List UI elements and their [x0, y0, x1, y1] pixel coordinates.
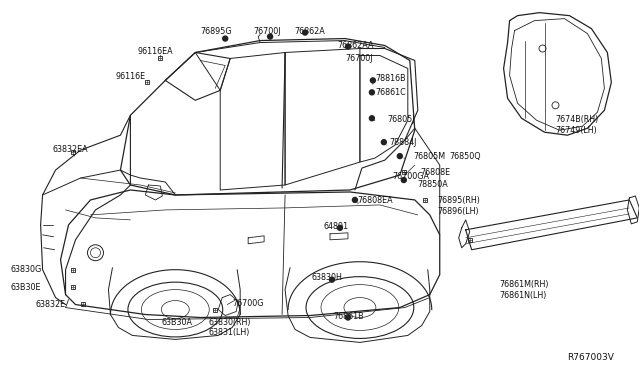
Circle shape: [223, 36, 228, 41]
Text: 76861B: 76861B: [333, 311, 364, 321]
Circle shape: [397, 154, 403, 158]
Circle shape: [353, 198, 357, 202]
Text: 76749(LH): 76749(LH): [556, 126, 597, 135]
Circle shape: [268, 34, 273, 39]
Text: 76862A: 76862A: [294, 26, 325, 36]
Bar: [213, 308, 217, 311]
Text: 63B30E: 63B30E: [11, 283, 41, 292]
Bar: [402, 170, 406, 174]
Text: 76700J: 76700J: [345, 54, 372, 64]
Text: 63830H: 63830H: [312, 273, 342, 282]
Circle shape: [371, 78, 376, 83]
Text: 96116EA: 96116EA: [138, 46, 173, 55]
Circle shape: [330, 277, 335, 282]
Text: 76861N(LH): 76861N(LH): [500, 291, 547, 299]
Text: R767003V: R767003V: [568, 353, 614, 362]
Bar: [81, 302, 84, 305]
Text: 63831(LH): 63831(LH): [208, 328, 250, 337]
Text: 78850A: 78850A: [418, 180, 449, 189]
Circle shape: [303, 30, 308, 35]
Text: 78816B: 78816B: [375, 74, 406, 83]
Text: 63832EA: 63832EA: [52, 145, 88, 154]
Bar: [70, 268, 74, 272]
Circle shape: [346, 315, 351, 320]
Text: 76861C: 76861C: [375, 89, 406, 97]
Circle shape: [346, 44, 351, 49]
Text: 76700J: 76700J: [253, 26, 281, 36]
Text: 76700GA: 76700GA: [393, 172, 430, 181]
Circle shape: [369, 116, 374, 121]
Text: 64891: 64891: [323, 222, 349, 231]
Circle shape: [381, 140, 387, 145]
Bar: [145, 80, 149, 84]
Text: 63832E: 63832E: [36, 299, 66, 309]
Bar: [468, 238, 472, 242]
Text: 76895(RH): 76895(RH): [438, 196, 481, 205]
Bar: [70, 285, 74, 289]
Text: 76805M: 76805M: [414, 152, 446, 161]
Bar: [158, 57, 163, 61]
Bar: [423, 198, 427, 202]
Bar: [70, 150, 74, 154]
Circle shape: [337, 225, 342, 230]
Text: 78884J: 78884J: [390, 138, 417, 147]
Text: 76700G: 76700G: [232, 299, 264, 308]
Text: 76805J: 76805J: [388, 115, 415, 124]
Text: 96116E: 96116E: [115, 73, 145, 81]
Text: 76862AA: 76862AA: [337, 41, 374, 49]
Text: 76850Q: 76850Q: [450, 152, 481, 161]
Text: 76808E: 76808E: [420, 168, 451, 177]
Text: 76896(LH): 76896(LH): [438, 207, 479, 216]
Text: 76861M(RH): 76861M(RH): [500, 280, 549, 289]
Circle shape: [401, 177, 406, 183]
Text: 76808EA: 76808EA: [357, 196, 392, 205]
Circle shape: [369, 90, 374, 95]
Text: 63830(RH): 63830(RH): [208, 318, 251, 327]
Text: 63830G: 63830G: [11, 265, 42, 274]
Text: 76895G: 76895G: [200, 26, 232, 36]
Text: 7674B(RH): 7674B(RH): [556, 115, 599, 124]
Text: 63B30A: 63B30A: [161, 318, 192, 327]
